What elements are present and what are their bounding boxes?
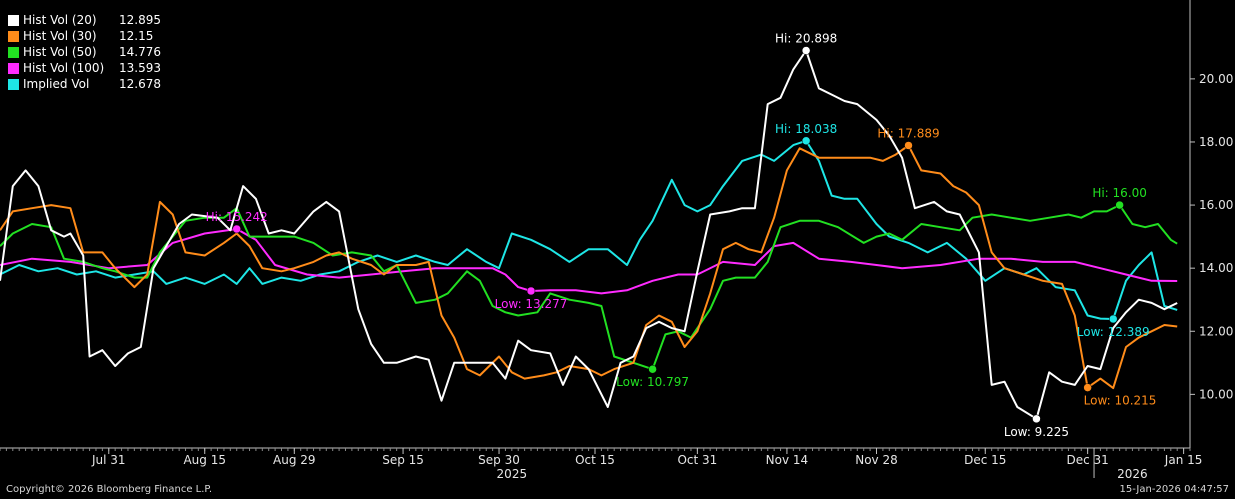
extreme-label: Low: 9.225 xyxy=(1004,425,1069,439)
legend-swatch xyxy=(8,46,19,58)
extreme-marker xyxy=(801,46,811,55)
legend-name: Hist Vol (50) xyxy=(23,45,97,59)
x-tick-label: Oct 31 xyxy=(677,453,717,467)
legend-value: 12.895 xyxy=(119,13,161,27)
extreme-marker xyxy=(232,224,241,234)
x-tick-label: Nov 14 xyxy=(766,453,809,467)
extreme-label: Low: 13.277 xyxy=(495,297,568,311)
x-tick-label: Sep 15 xyxy=(382,453,424,467)
extreme-label: Low: 10.215 xyxy=(1084,394,1157,408)
legend-swatch xyxy=(8,30,19,42)
year-label: 2025 xyxy=(497,467,528,481)
timestamp: 15-Jan-2026 04:47:57 xyxy=(1119,484,1229,495)
legend-item-implied-vol[interactable]: Implied Vol 12.678 xyxy=(8,76,169,92)
x-tick-label: Oct 15 xyxy=(575,453,615,467)
legend-value: 12.678 xyxy=(119,77,161,91)
extreme-marker xyxy=(1115,200,1124,210)
x-tick-label: Aug 29 xyxy=(273,453,316,467)
extreme-label: Hi: 16.00 xyxy=(1092,186,1147,200)
extreme-label: Hi: 17.889 xyxy=(877,126,939,140)
legend-value: 12.15 xyxy=(119,29,154,43)
y-tick-label: 18.00 xyxy=(1199,135,1233,149)
series-line-hist-vol-50 xyxy=(0,204,1178,371)
series-line-hist-vol-100 xyxy=(0,228,1178,295)
y-tick-label: 12.00 xyxy=(1199,324,1233,338)
legend-item-hist-vol-20[interactable]: Hist Vol (20) 12.895 xyxy=(8,12,169,28)
extreme-marker xyxy=(1108,314,1118,324)
legend-name: Implied Vol xyxy=(23,77,90,91)
legend-value: 14.776 xyxy=(119,45,161,59)
series-line-hist-vol-20 xyxy=(0,49,1178,420)
x-tick-label: Sep 30 xyxy=(478,453,520,467)
extreme-marker xyxy=(801,136,811,146)
legend: Hist Vol (20) 12.895 Hist Vol (30) 12.15… xyxy=(8,12,169,92)
x-tick-label: Nov 28 xyxy=(855,453,898,467)
x-tick-label: Dec 31 xyxy=(1066,453,1108,467)
extreme-marker xyxy=(1032,414,1041,424)
extreme-label: Low: 12.389 xyxy=(1077,325,1150,339)
extreme-marker xyxy=(904,141,913,150)
x-tick-label: Jan 15 xyxy=(1164,453,1203,467)
legend-item-hist-vol-100[interactable]: Hist Vol (100) 13.593 xyxy=(8,60,169,76)
legend-item-hist-vol-30[interactable]: Hist Vol (30) 12.15 xyxy=(8,28,169,44)
extreme-marker xyxy=(648,364,657,374)
extreme-label: Hi: 18.038 xyxy=(775,122,837,136)
legend-swatch xyxy=(8,62,19,74)
x-tick-label: Dec 15 xyxy=(964,453,1006,467)
series-line-hist-vol-30 xyxy=(0,144,1178,390)
y-tick-label: 16.00 xyxy=(1199,198,1233,212)
extreme-marker xyxy=(526,286,536,296)
x-tick-label: Aug 15 xyxy=(183,453,226,467)
extreme-label: Hi: 15.242 xyxy=(206,210,268,224)
legend-value: 13.593 xyxy=(119,61,161,75)
y-tick-label: 20.00 xyxy=(1199,72,1233,86)
year-label: 2026 xyxy=(1117,467,1148,481)
legend-name: Hist Vol (30) xyxy=(23,29,97,43)
legend-item-hist-vol-50[interactable]: Hist Vol (50) 14.776 xyxy=(8,44,169,60)
x-tick-label: Jul 31 xyxy=(91,453,126,467)
copyright-text: Copyright© 2026 Bloomberg Finance L.P. xyxy=(6,484,213,495)
extreme-label: Low: 10.797 xyxy=(616,375,689,389)
extreme-marker xyxy=(1083,383,1092,392)
y-tick-label: 14.00 xyxy=(1199,261,1233,275)
legend-swatch xyxy=(8,14,19,26)
legend-name: Hist Vol (20) xyxy=(23,13,97,27)
y-tick-label: 10.00 xyxy=(1199,387,1233,401)
extreme-label: Hi: 20.898 xyxy=(775,32,837,46)
legend-swatch xyxy=(8,78,19,90)
legend-name: Hist Vol (100) xyxy=(23,61,105,75)
